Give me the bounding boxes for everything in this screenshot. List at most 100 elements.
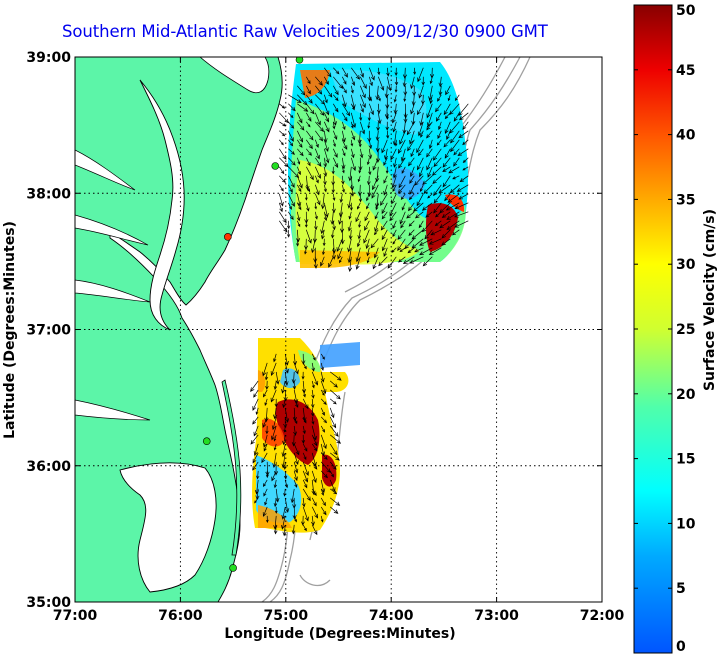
current-vector — [279, 166, 285, 175]
current-vector — [424, 229, 433, 240]
current-vector — [302, 506, 309, 522]
current-vector — [359, 85, 366, 99]
current-vector — [252, 452, 259, 464]
current-vector — [306, 139, 313, 150]
current-vector — [426, 157, 433, 171]
current-vector — [375, 85, 380, 101]
current-vector — [442, 166, 451, 173]
radar-station-marker — [295, 57, 304, 64]
current-vector — [417, 157, 424, 171]
current-vector — [432, 175, 442, 185]
current-vector — [408, 229, 415, 236]
current-vector — [421, 76, 425, 86]
colorbar-tick-label: 45 — [676, 63, 695, 79]
current-vector — [433, 157, 442, 168]
current-vector — [422, 175, 433, 185]
current-vector — [315, 157, 322, 167]
current-vector — [435, 103, 442, 113]
current-vector — [301, 353, 306, 365]
current-vector — [311, 497, 317, 507]
current-vector — [409, 166, 415, 178]
current-vector — [320, 389, 325, 396]
current-vector — [419, 184, 424, 193]
current-vector — [291, 434, 296, 447]
current-vector — [435, 112, 442, 122]
current-vector — [394, 139, 398, 147]
current-vector — [403, 94, 407, 102]
current-vector — [383, 157, 388, 166]
current-vector — [441, 211, 451, 218]
current-vector — [296, 112, 303, 124]
current-vector — [401, 202, 406, 211]
current-vector — [454, 220, 469, 228]
current-vector — [270, 425, 277, 441]
current-vector — [428, 238, 442, 245]
current-vector — [350, 148, 355, 159]
current-vector — [273, 407, 278, 420]
current-vector — [370, 238, 379, 249]
current-vector — [332, 130, 338, 140]
current-vector — [305, 85, 311, 95]
colorbar-tick-label: 25 — [676, 322, 695, 338]
current-vector — [364, 220, 370, 231]
current-vector — [430, 229, 442, 236]
current-vector — [368, 148, 373, 160]
current-vector — [261, 452, 268, 464]
current-vector — [368, 103, 375, 116]
current-vector — [419, 247, 433, 256]
current-vector — [304, 220, 308, 228]
current-vector — [320, 479, 326, 494]
current-vector — [293, 416, 298, 425]
current-vector — [279, 139, 284, 146]
current-vector — [397, 229, 406, 240]
current-vector — [386, 130, 390, 139]
current-vector — [393, 157, 397, 168]
current-vector — [333, 67, 340, 75]
current-vector — [301, 371, 305, 380]
current-vector — [341, 85, 347, 94]
current-vector — [323, 148, 330, 164]
current-vector — [265, 380, 269, 390]
current-vector — [407, 247, 415, 254]
current-vector — [357, 229, 362, 240]
current-vector — [323, 184, 327, 193]
current-vector — [341, 94, 347, 108]
colorbar-tick-label: 50 — [676, 3, 696, 19]
current-vector — [271, 416, 277, 431]
current-vector — [311, 506, 318, 519]
current-vector — [305, 112, 312, 122]
current-vector — [458, 112, 469, 121]
current-vector — [296, 175, 303, 189]
current-vector — [350, 130, 356, 141]
current-vector — [394, 67, 398, 76]
current-vector — [329, 398, 337, 405]
x-tick-label: 74:00 — [369, 608, 414, 624]
current-vector — [305, 184, 311, 193]
current-vector — [341, 184, 345, 193]
current-vector — [366, 202, 370, 210]
colorbar-tick-label: 40 — [676, 128, 696, 144]
current-vector — [404, 238, 415, 250]
current-vector — [320, 488, 325, 496]
current-vector — [454, 211, 469, 218]
current-vector — [311, 515, 315, 527]
current-vector — [297, 85, 306, 96]
current-vector — [364, 211, 370, 222]
current-vector — [350, 112, 357, 128]
current-vector — [306, 148, 312, 156]
current-vector — [454, 202, 469, 210]
current-vector — [311, 452, 317, 467]
current-vector — [329, 470, 334, 478]
current-vector — [262, 506, 268, 517]
current-vector — [297, 103, 309, 112]
current-vector — [444, 112, 451, 120]
current-vector — [408, 220, 415, 227]
current-vector — [293, 479, 298, 488]
current-vector — [357, 175, 361, 183]
current-vector — [350, 85, 354, 94]
current-vector — [339, 193, 344, 204]
current-vector — [270, 389, 277, 403]
current-vector — [305, 76, 311, 85]
current-vector — [293, 461, 299, 474]
current-vector — [350, 121, 354, 129]
